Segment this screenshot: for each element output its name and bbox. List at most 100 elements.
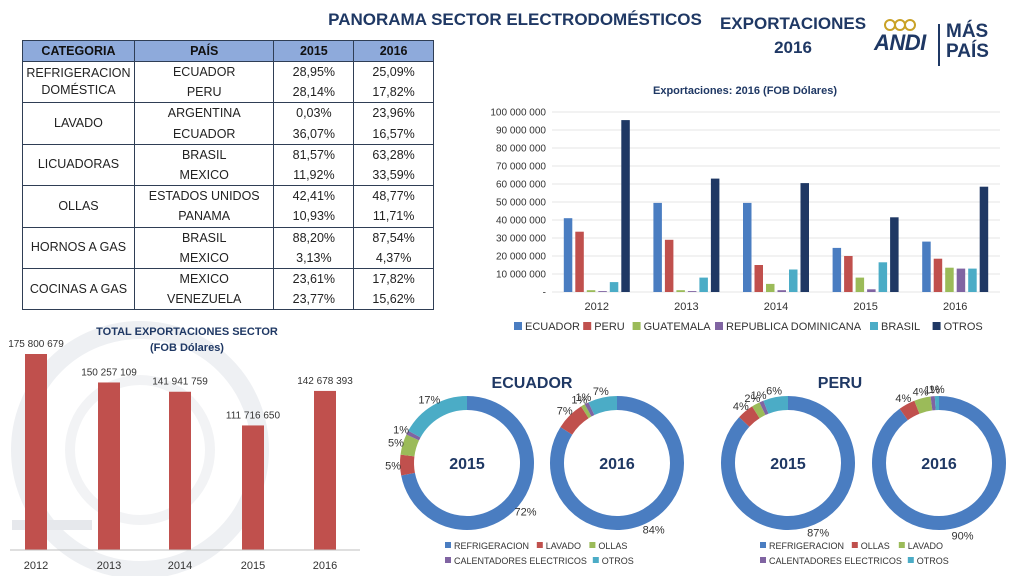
table-2015-cell: 23,77% <box>273 289 355 311</box>
table-row: PERU 28,14% 17,82% <box>23 82 434 104</box>
table-country-cell: ESTADOS UNIDOS <box>133 185 275 207</box>
table-row: OLLAS ESTADOS UNIDOS 42,41% 48,77% <box>22 185 434 228</box>
donut-slice-label: 72% <box>515 506 537 518</box>
table-2015-cell: 88,20% <box>273 227 355 248</box>
table-category-cell: HORNOS A GAS <box>22 227 135 269</box>
table-row: PANAMA 10,93% 11,71% <box>23 206 434 228</box>
bar-republica-dominicana <box>956 268 966 292</box>
legend-swatch <box>715 322 723 330</box>
donut-legend-label: CALENTADORES ELECTRICOS <box>769 556 902 566</box>
donut-slice <box>408 396 468 438</box>
donut-legend-label: LAVADO <box>908 541 943 551</box>
donut-legend-label: OLLAS <box>598 541 627 551</box>
donut-slice-label: 5% <box>388 437 404 449</box>
table-category-cell: LAVADO <box>22 102 135 145</box>
header-categoria: CATEGORIA <box>22 40 135 62</box>
donut-legend-label: OLLAS <box>861 541 890 551</box>
bar-otros <box>800 183 809 292</box>
total-bar <box>242 425 264 550</box>
donut-slice <box>899 400 920 421</box>
table-2016-cell: 63,28% <box>353 144 434 165</box>
donut-slice-label: 4% <box>895 393 911 405</box>
total-x-tick-label: 2016 <box>313 560 337 572</box>
donut-legend-swatch <box>760 557 766 563</box>
bar-ecuador <box>832 247 842 292</box>
y-tick-label: 40 000 000 <box>496 216 546 227</box>
legend-label: OTROS <box>944 321 983 333</box>
donut-slice-label: 6% <box>766 385 782 397</box>
donut-slice-label: 1% <box>924 384 940 396</box>
logo-mas: MÁS <box>946 21 989 42</box>
table-row: MEXICO 11,92% 33,59% <box>23 164 434 187</box>
x-tick-label: 2014 <box>764 301 788 313</box>
total-bar <box>314 390 336 550</box>
bar-chart-title: Exportaciones: 2016 (FOB Dólares) <box>653 85 837 97</box>
logo-mas-pais-text: MÁS PAÍS <box>946 22 989 62</box>
table-row: REFRIGERACION DOMÉSTICA ECUADOR 28,95% 25,0… <box>22 61 434 104</box>
bar-ecuador <box>922 241 931 292</box>
donut-legend-swatch <box>760 542 766 548</box>
donut-slice <box>763 396 789 414</box>
table-2016-cell: 11,71% <box>353 206 434 228</box>
donut-legend-label: REFRIGERACION <box>454 541 529 551</box>
donut-slice <box>584 402 595 417</box>
table-2015-cell: 81,57% <box>273 144 355 165</box>
table-category-cell: REFRIGERACION DOMÉSTICA <box>22 61 135 104</box>
logo-andi-text: ANDI <box>874 30 926 55</box>
donut-legend-swatch <box>898 542 905 548</box>
table-2015-cell: 28,14% <box>273 82 355 104</box>
donut-legend-swatch <box>445 557 451 563</box>
bar-peru <box>933 258 943 292</box>
table-2015-cell: 11,92% <box>273 164 355 187</box>
total-bar-label: 141 941 759 <box>152 377 208 388</box>
bar-ecuador <box>743 202 752 292</box>
exports-heading-line1: EXPORTACIONES <box>719 14 867 33</box>
donut-center-label: 2016 <box>599 456 635 473</box>
donut-legend-label: LAVADO <box>546 541 581 551</box>
donut-legend-swatch <box>592 557 599 563</box>
table-2016-cell: 87,54% <box>353 227 434 248</box>
donut-legend-label: REFRIGERACION <box>769 541 844 551</box>
table-2015-cell: 0,03% <box>273 102 355 124</box>
legend-swatch <box>632 322 641 330</box>
donut-charts: ECUADOR72%5%5%1%17%201584%7%1%1%7%2016RE… <box>385 375 1006 566</box>
table-row: LAVADO ARGENTINA 0,03% 23,96% <box>22 102 434 145</box>
donut-slice <box>872 396 1006 530</box>
bar-peru <box>754 265 763 292</box>
donut-slice-label: 1% <box>929 384 945 396</box>
legend-swatch <box>932 322 941 330</box>
table-2016-cell: 23,96% <box>353 102 434 124</box>
table-category-cell: LICUADORAS <box>22 144 135 187</box>
bar-ecuador <box>653 202 662 292</box>
table-2015-cell: 28,95% <box>273 61 355 83</box>
donut-slice-label: 1% <box>751 390 767 402</box>
bar-guatemala <box>855 277 865 292</box>
bar-peru <box>664 239 674 292</box>
header-2016: 2016 <box>353 40 434 62</box>
table-country-cell: BRASIL <box>133 144 275 165</box>
table-country-cell: ECUADOR <box>133 61 275 83</box>
y-tick-label: 20 000 000 <box>496 252 546 263</box>
table-2016-cell: 33,59% <box>353 164 434 187</box>
total-chart-title: TOTAL EXPORTACIONES SECTOR <box>96 326 278 338</box>
bar-guatemala <box>676 290 685 292</box>
legend-label: ECUADOR <box>525 321 580 333</box>
bar-republica-dominicana <box>598 291 607 292</box>
andi-mas-pais-logo: ANDI MÁS PAÍS <box>872 19 1022 72</box>
bar-otros <box>710 178 720 292</box>
table-country-cell: MEXICO <box>133 247 275 269</box>
donut-slice-label: 4% <box>733 401 749 413</box>
bar-peru <box>844 256 853 292</box>
donut-legend-swatch <box>589 542 596 548</box>
page-title: PANORAMA SECTOR ELECTRODOMÉSTICOS <box>328 10 702 29</box>
legend-swatch <box>583 322 592 330</box>
bar-republica-dominicana <box>687 291 697 292</box>
x-tick-label: 2015 <box>853 301 877 313</box>
donut-legend-label: OTROS <box>602 556 634 566</box>
total-bar-label: 142 678 393 <box>297 376 353 387</box>
donut-slice <box>752 402 766 419</box>
table-row: HORNOS A GAS BRASIL 88,20% 87,54% <box>22 227 434 269</box>
table-row: ECUADOR 36,07% 16,57% <box>23 123 434 145</box>
bar-otros <box>979 186 989 292</box>
bar-guatemala <box>586 290 596 292</box>
